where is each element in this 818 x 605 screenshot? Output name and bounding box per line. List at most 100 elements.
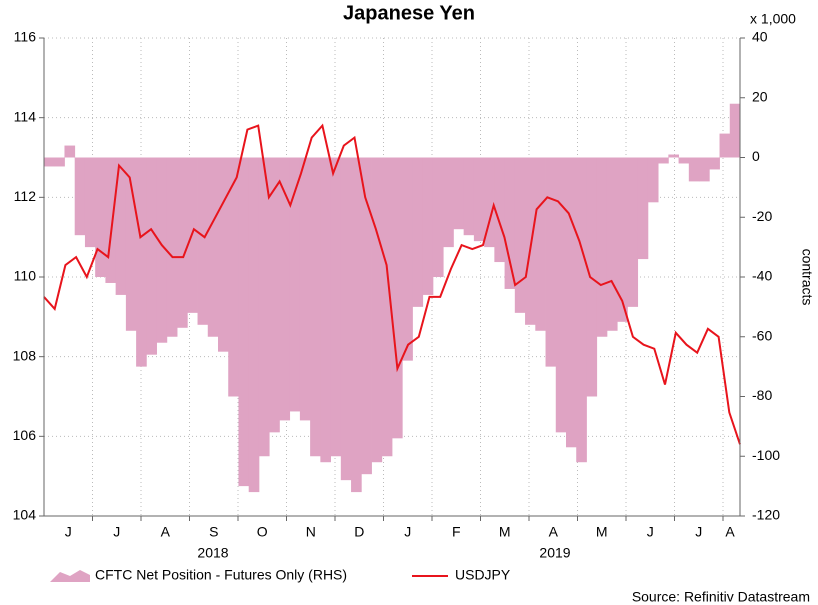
area-step: [484, 157, 495, 248]
area-step: [412, 157, 424, 307]
area-step: [535, 157, 546, 331]
area-step: [156, 157, 168, 343]
area-step: [514, 157, 526, 313]
x-tick-label: J: [404, 524, 411, 540]
area-step: [146, 157, 157, 355]
y-tick-label: 106: [13, 427, 37, 443]
x-tick-label: J: [113, 524, 120, 540]
x-tick-label: J: [647, 524, 654, 540]
area-step: [125, 157, 137, 331]
area-step: [545, 157, 557, 367]
area-step: [678, 157, 690, 164]
line-series: [43, 123, 741, 445]
y2-unit: x 1,000: [750, 11, 796, 27]
area-step: [228, 157, 239, 397]
area-step: [248, 157, 260, 493]
area-step: [719, 133, 731, 158]
area-step: [289, 157, 301, 412]
area-step: [177, 157, 188, 328]
area-step: [729, 103, 741, 158]
area-step: [576, 157, 587, 463]
area-step: [351, 157, 362, 493]
chart-title: Japanese Yen: [343, 2, 475, 24]
area-step: [402, 157, 413, 361]
area-step: [64, 145, 76, 158]
area-step: [392, 157, 403, 439]
y-tick-label: 112: [14, 188, 37, 204]
y2-tick-label: -40: [752, 268, 772, 284]
x-tick-label: A: [161, 524, 171, 540]
area-step: [136, 157, 147, 367]
area-step: [555, 157, 567, 433]
y2-tick-label: -120: [752, 507, 780, 523]
area-step: [504, 157, 516, 289]
area-step: [443, 157, 454, 248]
area-step: [279, 157, 291, 421]
area-step: [269, 157, 280, 433]
x-tick-label: A: [549, 524, 559, 540]
area-step: [218, 157, 229, 352]
area-step: [637, 157, 649, 260]
area-step: [340, 157, 352, 481]
area-step: [207, 157, 219, 337]
y2-tick-label: -80: [752, 387, 772, 403]
area-step: [258, 157, 270, 457]
area-step: [586, 157, 598, 397]
area-step: [197, 157, 209, 325]
area-step: [330, 157, 342, 457]
source: Source: Refinitiv Datastream: [632, 589, 810, 605]
area-step: [606, 157, 618, 331]
area-step: [74, 157, 86, 236]
area-step: [238, 157, 250, 487]
legend-swatch: [50, 570, 90, 582]
x-tick-label: O: [257, 524, 268, 540]
area-step: [371, 157, 383, 463]
y-tick-label: 116: [14, 29, 37, 45]
area-step: [463, 157, 475, 236]
area-step: [44, 157, 55, 167]
x-tick-label: D: [354, 524, 364, 540]
area-step: [361, 157, 372, 475]
area-step: [494, 157, 505, 263]
x-tick-label: N: [306, 524, 316, 540]
x-tick-label: J: [695, 524, 702, 540]
area-step: [699, 157, 710, 182]
area-step: [432, 157, 444, 277]
y2-tick-label: 20: [752, 88, 768, 104]
x-tick-label: S: [209, 524, 218, 540]
year-label: 2018: [197, 545, 228, 561]
area-step: [647, 157, 659, 203]
x-tick-label: J: [65, 524, 72, 540]
x-tick-label: A: [725, 524, 735, 540]
area-step: [658, 157, 669, 164]
area-step: [105, 157, 117, 283]
area-step: [688, 157, 700, 182]
x-tick-label: M: [596, 524, 608, 540]
area-step: [668, 154, 679, 158]
area-step: [627, 157, 639, 307]
y2-tick-label: -100: [752, 447, 780, 463]
area-step: [320, 157, 331, 463]
y2-tick-label: 40: [752, 29, 768, 45]
year-label: 2019: [539, 545, 570, 561]
y2-axis-label: contracts: [799, 249, 815, 306]
area-step: [422, 157, 434, 295]
area-step: [596, 157, 608, 337]
area-step: [54, 157, 65, 167]
area-step: [115, 157, 127, 295]
y-tick-label: 110: [14, 268, 37, 284]
plot-area: [43, 37, 741, 517]
area-step: [617, 157, 628, 322]
legend: CFTC Net Position - Futures Only (RHS) US…: [50, 567, 511, 583]
y-tick-label: 114: [14, 108, 37, 124]
area-step: [381, 157, 393, 457]
area-step: [299, 157, 311, 421]
y-tick-label: 104: [13, 507, 37, 523]
area-step: [525, 157, 536, 325]
y2-tick-label: -20: [752, 208, 772, 224]
y-tick-label: 108: [13, 347, 37, 363]
legend-label: CFTC Net Position - Futures Only (RHS): [95, 567, 347, 583]
area-step: [453, 157, 465, 230]
y2-tick-label: 0: [752, 148, 760, 164]
